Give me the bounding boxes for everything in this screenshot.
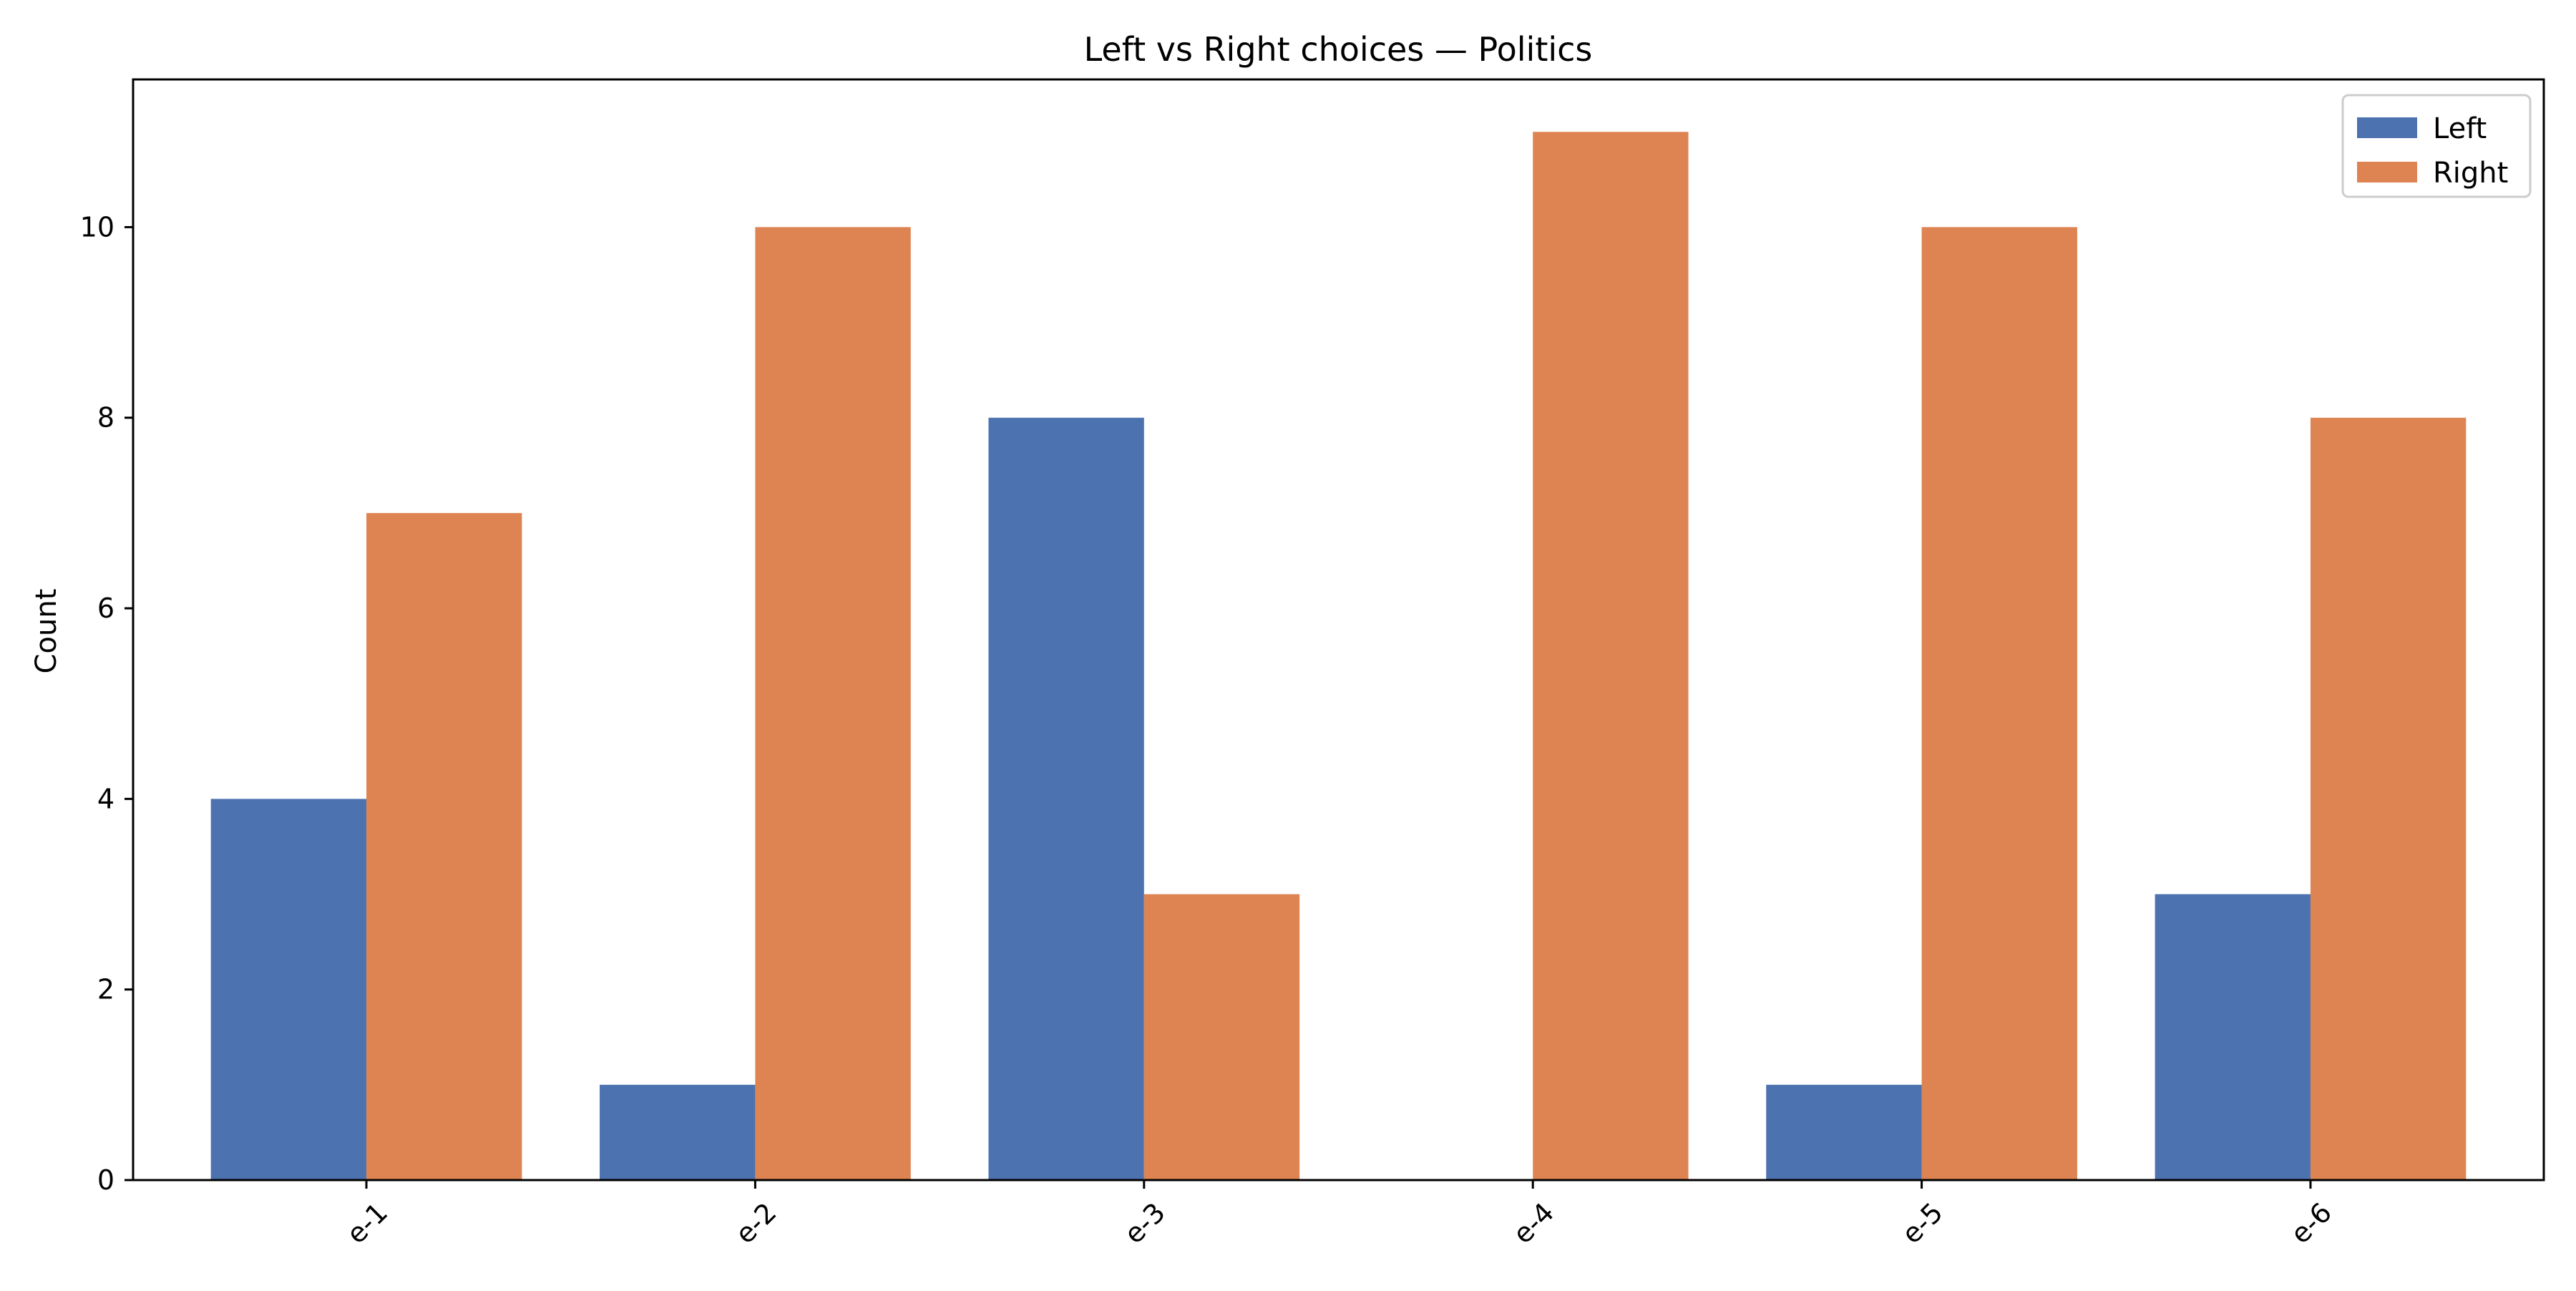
bar-right-e-5 xyxy=(1921,227,2077,1181)
y-tick-label: 2 xyxy=(97,974,114,1005)
bar-right-e-3 xyxy=(1143,894,1300,1180)
plot-frame xyxy=(132,78,2545,1182)
y-tick-label: 8 xyxy=(97,402,114,434)
x-tick-label: e-5 xyxy=(1896,1197,1948,1249)
y-tick-label: 6 xyxy=(97,593,114,624)
y-axis-label: Count xyxy=(30,589,63,674)
x-axis: e-1 e-2 e-3 e-4 e-5 e-6 xyxy=(341,1180,2338,1249)
bar-right-e-6 xyxy=(2310,417,2467,1180)
y-axis: 0 2 4 6 8 10 xyxy=(80,211,133,1196)
x-tick-label: e-4 xyxy=(1507,1197,1560,1249)
legend-label-left: Left xyxy=(2433,112,2487,145)
bar-left-e-5 xyxy=(1766,1084,1922,1180)
legend-label-right: Right xyxy=(2433,157,2508,190)
bar-right-e-1 xyxy=(366,512,522,1180)
legend: Left Right xyxy=(2341,94,2532,198)
x-tick-label: e-6 xyxy=(2285,1197,2338,1249)
bar-right-e-4 xyxy=(1533,132,1689,1181)
x-tick-label: e-3 xyxy=(1118,1197,1171,1249)
bar-left-e-6 xyxy=(2155,894,2311,1180)
bar-left-e-1 xyxy=(210,799,367,1180)
bars-layer xyxy=(210,132,2467,1181)
bar-right-e-2 xyxy=(755,227,911,1181)
chart-title: Left vs Right choices — Politics xyxy=(1084,30,1593,69)
bar-left-e-2 xyxy=(600,1084,756,1180)
bar-left-e-3 xyxy=(988,417,1144,1180)
y-tick-label: 10 xyxy=(80,211,114,243)
legend-swatch-right xyxy=(2357,162,2417,182)
y-tick-label: 0 xyxy=(97,1164,114,1196)
x-tick-label: e-2 xyxy=(729,1197,782,1249)
legend-swatch-left xyxy=(2357,117,2417,138)
x-tick-label: e-1 xyxy=(341,1197,394,1249)
y-tick-label: 4 xyxy=(97,783,114,814)
